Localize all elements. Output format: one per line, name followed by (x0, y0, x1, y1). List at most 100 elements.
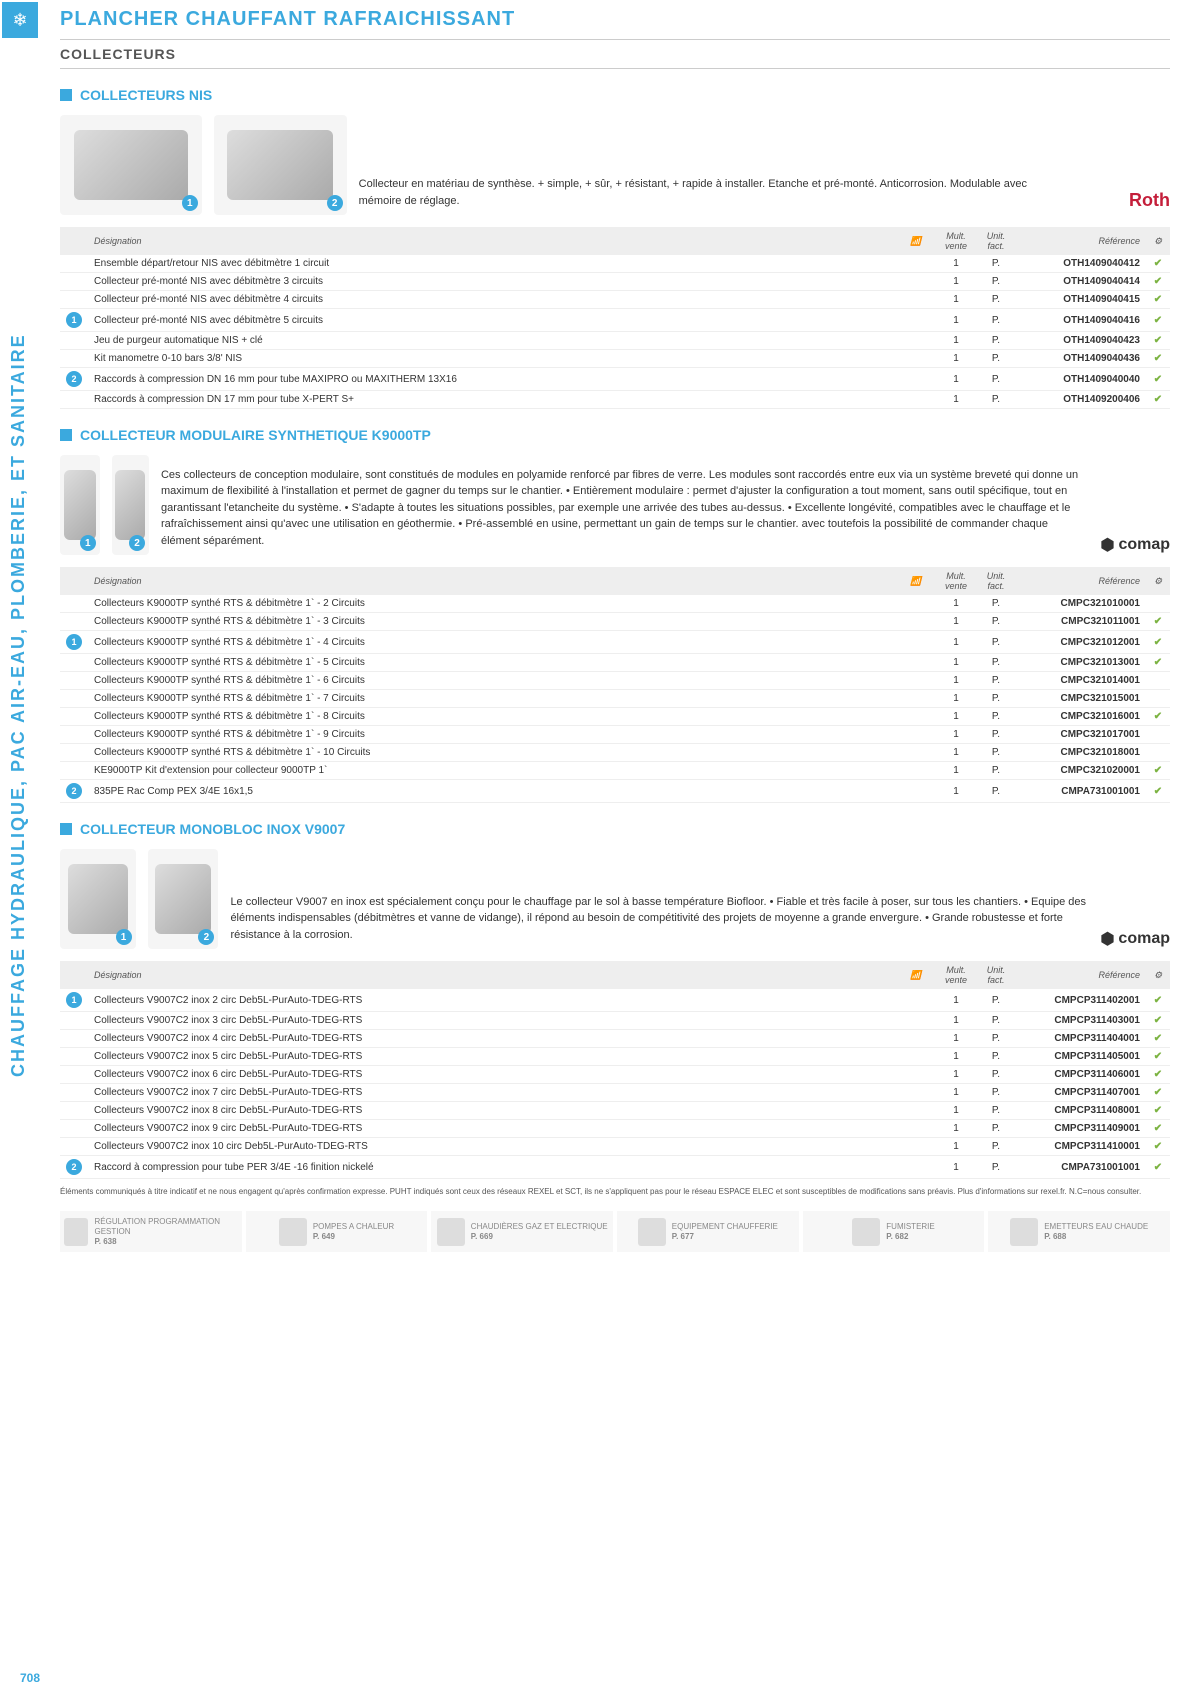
cell-mult: 1 (936, 1066, 976, 1084)
table-row: Kit manometre 0-10 bars 3/8' NIS 1 P. OT… (60, 350, 1170, 368)
cell-designation: Kit manometre 0-10 bars 3/8' NIS (88, 350, 896, 368)
page-number: 708 (20, 1671, 40, 1685)
cell-designation: Raccord à compression pour tube PER 3/4E… (88, 1156, 896, 1179)
col-unit: Unit. fact. (976, 227, 1016, 255)
section-title: COLLECTEUR MODULAIRE SYNTHETIQUE K9000TP (60, 427, 1170, 443)
brand-label: Roth (1055, 186, 1170, 215)
cell-check: ✔ (1146, 332, 1170, 350)
cell-mult: 1 (936, 708, 976, 726)
cell-ref: OTH1409040436 (1016, 350, 1146, 368)
nav-item[interactable]: CHAUDIÈRES GAZ ET ELECTRIQUE P. 669 (431, 1211, 613, 1252)
cell-unit: P. (976, 595, 1016, 613)
cell-check: ✔ (1146, 1156, 1170, 1179)
cell-designation: Collecteurs K9000TP synthé RTS & débitmè… (88, 654, 896, 672)
cell-mult: 1 (936, 595, 976, 613)
cell-ref: CMPC321018001 (1016, 744, 1146, 762)
nav-item[interactable]: RÉGULATION PROGRAMMATION GESTION P. 638 (60, 1211, 242, 1252)
nav-page: P. 682 (886, 1232, 934, 1242)
product-description: Le collecteur V9007 en inox est spéciale… (230, 894, 1088, 950)
table-row: Collecteurs K9000TP synthé RTS & débitmè… (60, 654, 1170, 672)
cell-check: ✔ (1146, 613, 1170, 631)
cell-mult: 1 (936, 726, 976, 744)
cell-designation: Collecteurs V9007C2 inox 3 circ Deb5L-Pu… (88, 1012, 896, 1030)
product-section: COLLECTEUR MONOBLOC INOX V9007 1 2 Le co… (60, 821, 1170, 1179)
cell-unit: P. (976, 631, 1016, 654)
row-badge: 1 (66, 992, 82, 1008)
cell-check (1146, 744, 1170, 762)
table-row: Collecteurs K9000TP synthé RTS & débitmè… (60, 672, 1170, 690)
cell-designation: Collecteurs V9007C2 inox 8 circ Deb5L-Pu… (88, 1102, 896, 1120)
cell-mult: 1 (936, 744, 976, 762)
cell-unit: P. (976, 1120, 1016, 1138)
table-row: Collecteurs K9000TP synthé RTS & débitmè… (60, 708, 1170, 726)
row-badge: 2 (66, 783, 82, 799)
cell-unit: P. (976, 690, 1016, 708)
table-row: Jeu de purgeur automatique NIS + clé 1 P… (60, 332, 1170, 350)
cell-designation: Collecteurs K9000TP synthé RTS & débitmè… (88, 744, 896, 762)
nav-item[interactable]: EMETTEURS EAU CHAUDE P. 688 (988, 1211, 1170, 1252)
cell-ref: CMPC321020001 (1016, 762, 1146, 780)
cell-designation: Collecteurs V9007C2 inox 4 circ Deb5L-Pu… (88, 1030, 896, 1048)
cell-designation: Collecteurs V9007C2 inox 5 circ Deb5L-Pu… (88, 1048, 896, 1066)
cell-unit: P. (976, 1084, 1016, 1102)
section-title: COLLECTEUR MONOBLOC INOX V9007 (60, 821, 1170, 837)
cell-check: ✔ (1146, 309, 1170, 332)
col-designation: Désignation (88, 227, 896, 255)
nav-page: P. 638 (94, 1237, 237, 1247)
cell-mult: 1 (936, 654, 976, 672)
cell-mult: 1 (936, 1084, 976, 1102)
cell-unit: P. (976, 744, 1016, 762)
table-row: Collecteurs K9000TP synthé RTS & débitmè… (60, 613, 1170, 631)
cell-ref: CMPC321015001 (1016, 690, 1146, 708)
cell-mult: 1 (936, 391, 976, 409)
square-icon (60, 89, 72, 101)
image-badge-1: 1 (80, 535, 96, 551)
cell-ref: OTH1409040412 (1016, 255, 1146, 273)
nav-item[interactable]: EQUIPEMENT CHAUFFERIE P. 677 (617, 1211, 799, 1252)
cell-mult: 1 (936, 690, 976, 708)
col-mult: Mult. vente (936, 227, 976, 255)
category-icon: ❄ (2, 2, 38, 38)
image-badge-2: 2 (198, 929, 214, 945)
cell-unit: P. (976, 350, 1016, 368)
table-row: 1 Collecteur pré-monté NIS avec débitmèt… (60, 309, 1170, 332)
cell-ref: CMPC321016001 (1016, 708, 1146, 726)
cell-check (1146, 726, 1170, 744)
sub-title: COLLECTEURS (60, 40, 1170, 69)
cell-designation: Jeu de purgeur automatique NIS + clé (88, 332, 896, 350)
table-row: Collecteurs K9000TP synthé RTS & débitmè… (60, 744, 1170, 762)
table-row: Collecteurs K9000TP synthé RTS & débitmè… (60, 726, 1170, 744)
product-image-1: 1 (60, 849, 136, 949)
cell-check (1146, 672, 1170, 690)
cell-mult: 1 (936, 613, 976, 631)
table-row: Collecteurs V9007C2 inox 7 circ Deb5L-Pu… (60, 1084, 1170, 1102)
cell-ref: OTH1409040416 (1016, 309, 1146, 332)
cell-mult: 1 (936, 1030, 976, 1048)
cell-designation: Ensemble départ/retour NIS avec débitmèt… (88, 255, 896, 273)
cell-ref: CMPCP311404001 (1016, 1030, 1146, 1048)
cell-check: ✔ (1146, 350, 1170, 368)
table-row: Collecteurs V9007C2 inox 8 circ Deb5L-Pu… (60, 1102, 1170, 1120)
cell-check: ✔ (1146, 1138, 1170, 1156)
nav-item[interactable]: FUMISTERIE P. 682 (803, 1211, 985, 1252)
cell-ref: CMPCP311409001 (1016, 1120, 1146, 1138)
cell-mult: 1 (936, 368, 976, 391)
cell-designation: KE9000TP Kit d'extension pour collecteur… (88, 762, 896, 780)
col-designation: Désignation (88, 567, 896, 595)
cell-designation: Collecteur pré-monté NIS avec débitmètre… (88, 273, 896, 291)
nav-item[interactable]: POMPES A CHALEUR P. 649 (246, 1211, 428, 1252)
bottom-nav: RÉGULATION PROGRAMMATION GESTION P. 638 … (60, 1211, 1170, 1252)
cell-ref: OTH1409040415 (1016, 291, 1146, 309)
cell-unit: P. (976, 1048, 1016, 1066)
cell-mult: 1 (936, 350, 976, 368)
image-badge-2: 2 (129, 535, 145, 551)
table-row: 1 Collecteurs V9007C2 inox 2 circ Deb5L-… (60, 989, 1170, 1012)
cell-ref: CMPCP311407001 (1016, 1084, 1146, 1102)
cell-mult: 1 (936, 309, 976, 332)
brand-label: comap (1100, 929, 1170, 949)
cell-unit: P. (976, 1138, 1016, 1156)
cell-check: ✔ (1146, 989, 1170, 1012)
cell-unit: P. (976, 368, 1016, 391)
cell-check: ✔ (1146, 1030, 1170, 1048)
cell-check: ✔ (1146, 1048, 1170, 1066)
